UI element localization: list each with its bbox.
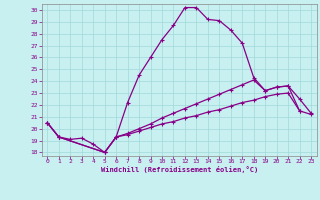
X-axis label: Windchill (Refroidissement éolien,°C): Windchill (Refroidissement éolien,°C) <box>100 166 258 173</box>
